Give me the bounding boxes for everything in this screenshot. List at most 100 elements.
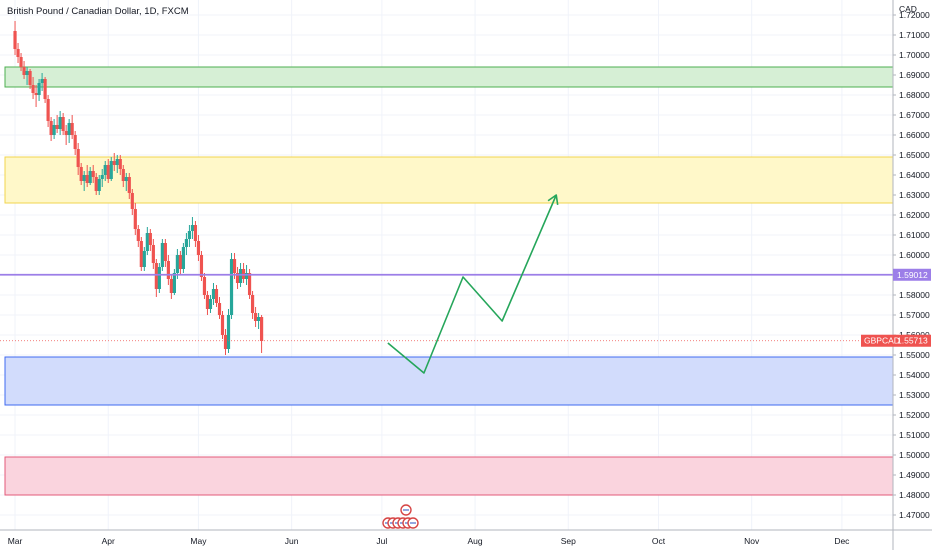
y-tick-label: 1.49000 [899, 470, 930, 480]
candle-body [76, 149, 80, 167]
candle-body [19, 57, 23, 67]
x-tick-label: Aug [468, 536, 483, 546]
candle-body [217, 303, 222, 315]
candle-body [31, 85, 35, 93]
candle-body [70, 123, 74, 135]
candle-body [115, 159, 119, 165]
candle-body [28, 71, 32, 85]
candle-body [85, 175, 89, 183]
y-tick-label: 1.47000 [899, 510, 930, 520]
candle-body [46, 99, 50, 121]
candle-body [130, 193, 134, 209]
candle-body [184, 239, 189, 247]
candle-body [13, 31, 17, 49]
y-tick-label: 1.52000 [899, 410, 930, 420]
current-price-label: 1.55713 [897, 336, 928, 346]
candle-body [205, 295, 210, 309]
candle-body [88, 171, 92, 183]
y-tick-label: 1.51000 [899, 430, 930, 440]
candle-body [139, 241, 143, 267]
x-tick-label: Oct [652, 536, 666, 546]
candle-body [52, 125, 56, 135]
red-zone[interactable] [4, 456, 894, 496]
candle-body [211, 289, 216, 299]
candle-body [16, 49, 20, 57]
candle-body [250, 295, 255, 313]
candle-body [136, 229, 140, 241]
level-price-badge [893, 268, 931, 281]
current-price-badge [893, 334, 931, 347]
level-lines[interactable] [0, 273, 893, 342]
y-tick-label: 1.54000 [899, 370, 930, 380]
y-tick-label: 1.66000 [899, 130, 930, 140]
candle-body [259, 317, 264, 341]
x-tick-label: Jul [376, 536, 387, 546]
candle-body [91, 171, 95, 177]
candle-body [43, 79, 47, 99]
event-markers[interactable] [382, 504, 419, 529]
candle-body [196, 241, 201, 255]
y-tick-label: 1.63000 [899, 190, 930, 200]
candle-body [121, 169, 125, 181]
candle-body [25, 71, 29, 75]
candle-body [226, 315, 231, 349]
y-tick-label: 1.61000 [899, 230, 930, 240]
y-tick-label: 1.50000 [899, 450, 930, 460]
candle-body [190, 225, 195, 231]
y-tick-label: 1.71000 [899, 30, 930, 40]
candle-body [79, 167, 83, 181]
candle-body [214, 289, 219, 303]
level-price-label: 1.59012 [897, 270, 928, 280]
candle-body [187, 231, 192, 239]
candle-body [103, 165, 107, 175]
candle-body [151, 245, 155, 263]
candle-body [223, 335, 228, 349]
x-tick-label: Dec [834, 536, 850, 546]
y-tick-label: 1.60000 [899, 250, 930, 260]
zones[interactable] [4, 66, 894, 496]
candle-body [229, 259, 234, 315]
candle-body [100, 175, 104, 179]
y-tick-label: 1.67000 [899, 110, 930, 120]
y-tick-label: 1.70000 [899, 50, 930, 60]
y-tick-label: 1.53000 [899, 390, 930, 400]
x-tick-label: Jun [285, 536, 299, 546]
blue-zone[interactable] [4, 356, 894, 406]
candle-body [163, 243, 167, 261]
candle-body [34, 93, 38, 95]
candle-body [253, 313, 258, 321]
y-tick-label: 1.58000 [899, 290, 930, 300]
candle-body [154, 263, 158, 289]
candle-body [55, 125, 59, 129]
candle-body [232, 259, 237, 273]
candle-body [166, 261, 170, 279]
candle-body [124, 177, 128, 181]
candle-body [145, 233, 149, 251]
y-tick-label: 1.65000 [899, 150, 930, 160]
chart-title: British Pound / Canadian Dollar, 1D, FXC… [7, 6, 189, 17]
candle-body [106, 165, 110, 179]
y-tick-label: 1.55000 [899, 350, 930, 360]
candle-body [22, 67, 26, 75]
candle-body [40, 79, 44, 83]
candle-body [247, 273, 252, 295]
x-tick-label: May [190, 536, 207, 546]
candle-body [175, 255, 179, 273]
projection[interactable] [387, 194, 559, 374]
candle-body [73, 135, 77, 149]
candle-body [148, 233, 152, 245]
projection-path[interactable] [387, 194, 557, 374]
x-tick-label: Sep [561, 536, 576, 546]
currency-label: CAD [899, 4, 917, 14]
symbol-label: GBPCAD [864, 336, 900, 346]
candle-body [193, 225, 198, 241]
candle-body [208, 299, 213, 309]
candle-body [160, 243, 164, 267]
yellow-zone[interactable] [4, 156, 894, 204]
green-zone[interactable] [4, 66, 894, 88]
y-tick-label: 1.62000 [899, 210, 930, 220]
candle-body [172, 273, 176, 293]
